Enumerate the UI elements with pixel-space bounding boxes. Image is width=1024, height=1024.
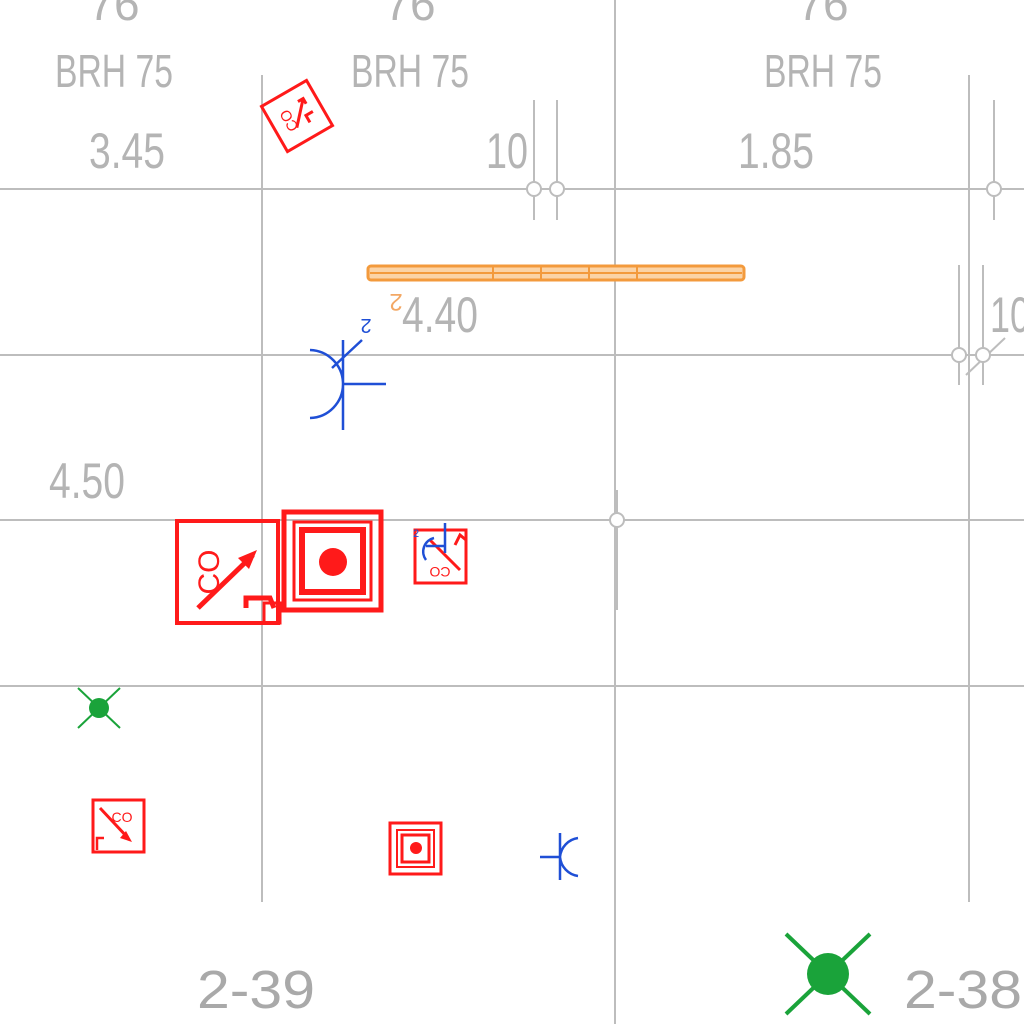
- duct-circuit-label: 2: [389, 288, 402, 315]
- dim-marker: [549, 181, 565, 197]
- ceiling-light-icon: [784, 932, 872, 1016]
- co-detector-icon: CO 2: [413, 523, 468, 585]
- dim-marker: [986, 181, 1002, 197]
- ceiling-height-label: 76: [797, 0, 848, 30]
- dimension-markers: [526, 181, 1002, 528]
- brh-label: BRH 75: [55, 45, 173, 97]
- brh-label: BRH 75: [351, 45, 469, 97]
- co-detector-icon: CO: [91, 798, 146, 854]
- switch-circuit-label: 2: [413, 528, 419, 540]
- room-number-left: 2-39: [197, 960, 315, 1020]
- ceiling-height-label: 76: [384, 0, 435, 30]
- light-switch-icon: 2: [309, 314, 386, 430]
- svg-text:CO: CO: [193, 550, 226, 595]
- switch-circuit-label: 2: [360, 314, 371, 336]
- svg-text:CO: CO: [429, 564, 450, 580]
- annotation-labels: 76 76 76 BRH 75 BRH 75 BRH 75 3.45 10 1.…: [49, 0, 1024, 509]
- dimension-label: 3.45: [89, 123, 165, 179]
- dimension-label: 1.85: [738, 123, 814, 179]
- room-number-right: 2-38: [904, 960, 1022, 1020]
- ceiling-light-icon: [77, 687, 121, 729]
- duct-icon: 2: [366, 264, 746, 315]
- fire-alarm-sounder-icon: [281, 509, 384, 613]
- dim-marker: [609, 512, 625, 528]
- svg-text:CO: CO: [277, 106, 303, 134]
- dim-marker: [526, 181, 542, 197]
- co-detector-icon: CO: [175, 519, 282, 625]
- dim-marker: [951, 347, 967, 363]
- brh-label: BRH 75: [764, 45, 882, 97]
- fire-alarm-sounder-icon: [388, 821, 443, 876]
- svg-text:CO: CO: [112, 809, 133, 825]
- dim-marker: [975, 347, 991, 363]
- dimension-label: 4.50: [49, 453, 125, 509]
- co-detector-icon: CO: [259, 78, 335, 154]
- dimension-label: 4.40: [402, 287, 478, 343]
- dimension-label: 10: [990, 287, 1024, 343]
- light-switch-icon: [540, 833, 579, 880]
- dimension-label: 10: [486, 123, 528, 179]
- ceiling-height-label: 76: [88, 0, 139, 30]
